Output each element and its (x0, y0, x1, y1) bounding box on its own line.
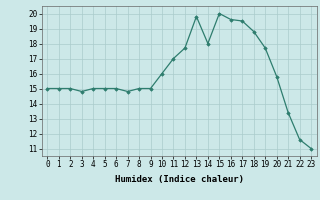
X-axis label: Humidex (Indice chaleur): Humidex (Indice chaleur) (115, 175, 244, 184)
